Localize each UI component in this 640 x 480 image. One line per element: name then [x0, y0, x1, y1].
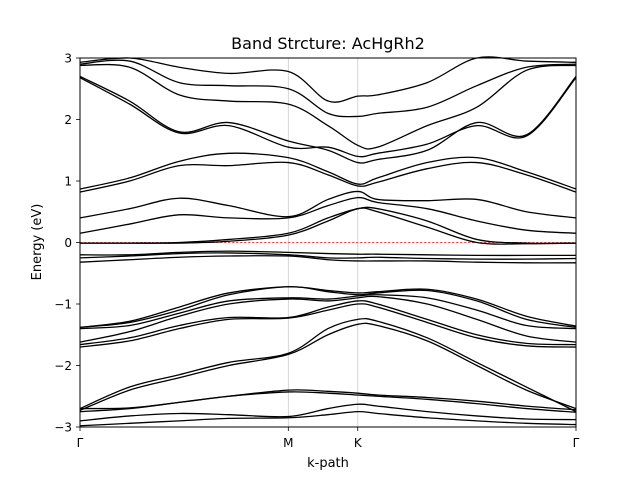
band-line: [79, 59, 577, 118]
band-line: [79, 410, 577, 427]
band-line: [79, 317, 577, 413]
band-line: [79, 152, 577, 190]
x-tick-label: Γ: [573, 436, 580, 450]
x-tick-label: Γ: [77, 436, 84, 450]
band-lines: [79, 56, 577, 427]
y-tick-label: 2: [64, 113, 72, 127]
band-line: [79, 294, 577, 330]
band-line: [79, 300, 577, 346]
band-line: [79, 77, 577, 158]
band-line: [79, 286, 577, 329]
x-tick-label: K: [354, 436, 363, 450]
y-tick-label: −3: [54, 421, 72, 435]
y-tick-label: 3: [64, 52, 72, 66]
band-line: [79, 403, 577, 422]
band-line: [79, 63, 577, 150]
x-tick-label: M: [283, 436, 293, 450]
y-axis-ticks: −3 −2 −1 0 1 2 3: [54, 52, 80, 435]
band-line: [79, 56, 577, 103]
y-tick-label: 0: [64, 236, 72, 250]
band-line: [79, 389, 577, 411]
band-line: [79, 190, 577, 219]
band-line: [79, 196, 577, 234]
band-line: [79, 322, 577, 411]
band-line: [79, 75, 577, 164]
y-axis-label: Energy (eV): [30, 204, 45, 281]
band-line: [79, 303, 577, 348]
band-line: [79, 286, 577, 329]
y-tick-label: 1: [64, 175, 72, 189]
band-line: [79, 161, 577, 193]
band-line: [79, 255, 577, 264]
band-line: [79, 206, 577, 245]
grid: [287, 58, 359, 427]
chart-title: Band Strcture: AcHgRh2: [231, 34, 425, 53]
band-line: [79, 250, 576, 257]
y-tick-label: −2: [54, 359, 72, 373]
band-line: [79, 295, 577, 343]
y-tick-label: −1: [54, 298, 72, 312]
x-axis-label: k-path: [307, 456, 349, 471]
band-line: [79, 252, 577, 260]
